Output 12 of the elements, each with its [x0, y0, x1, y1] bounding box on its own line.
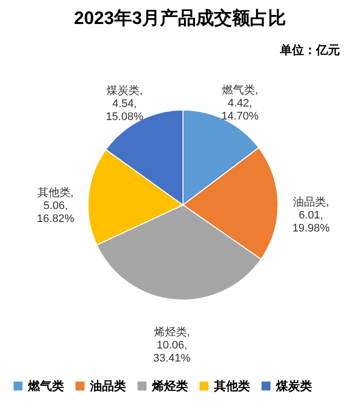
legend-label: 烯烃类	[151, 379, 188, 393]
data-label: 煤炭类, 4.54, 15.08%	[106, 84, 144, 124]
chart-title: 2023年3月产品成交额占比	[74, 8, 286, 28]
data-label: 燃气类, 4.42, 14.70%	[221, 83, 259, 122]
data-label: 烯烃类, 10.06, 33.41%	[153, 326, 191, 365]
legend-label: 燃气类	[27, 379, 64, 393]
text: 单位：亿元	[279, 43, 340, 57]
data-label: 其他类, 5.06, 16.82%	[36, 186, 74, 225]
legend-label: 油品类	[89, 379, 126, 393]
legend-label: 其他类	[213, 379, 250, 393]
legend-label: 煤炭类	[275, 379, 312, 393]
data-label: 油品类, 6.01, 19.98%	[292, 195, 330, 234]
